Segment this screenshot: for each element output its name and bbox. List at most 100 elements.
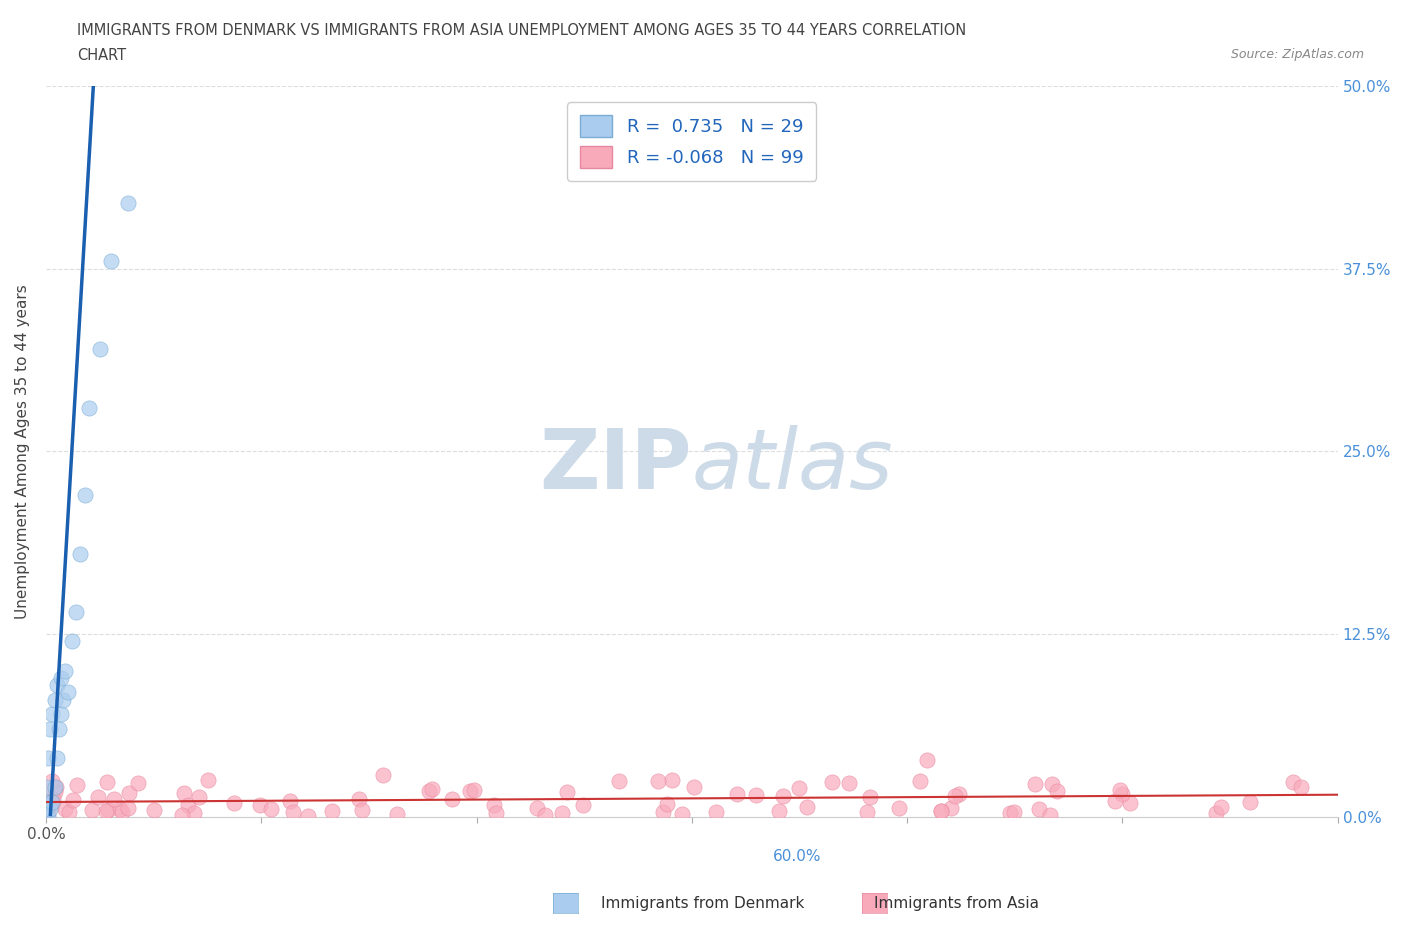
Point [441, 791, 464, 806]
Text: CHART: CHART [77, 48, 127, 63]
Point [555, 785, 578, 800]
Point [485, 805, 508, 820]
Point [80, 803, 103, 817]
Point [49, 707, 72, 722]
Point [39, 802, 62, 817]
Text: Source: ZipAtlas.com: Source: ZipAtlas.com [1230, 48, 1364, 61]
Point [117, 195, 139, 210]
Point [89, 341, 111, 356]
Point [458, 784, 481, 799]
Point [45, 678, 67, 693]
Point [42, 792, 65, 807]
Point [249, 797, 271, 812]
Point [41, 794, 63, 809]
Point [856, 804, 879, 819]
Point [745, 788, 768, 803]
Point [65, 604, 87, 619]
Point [526, 801, 548, 816]
Point [420, 781, 443, 796]
Point [86, 790, 108, 804]
Point [943, 789, 966, 804]
Point [418, 784, 440, 799]
Point [96, 804, 118, 818]
Y-axis label: Unemployment Among Ages 35 to 44 years: Unemployment Among Ages 35 to 44 years [15, 284, 30, 618]
Point [53, 663, 76, 678]
Point [1108, 783, 1130, 798]
Point [37, 794, 59, 809]
Point [35, 802, 58, 817]
Point [1039, 807, 1062, 822]
Point [117, 801, 139, 816]
Point [551, 805, 574, 820]
Point [41, 774, 63, 789]
Point [35, 794, 58, 809]
Point [1104, 793, 1126, 808]
Point [1282, 775, 1305, 790]
Point [37, 807, 59, 822]
Point [111, 804, 134, 819]
Point [889, 801, 911, 816]
Point [1239, 794, 1261, 809]
Point [929, 804, 952, 818]
Point [41, 794, 63, 809]
Point [1028, 801, 1050, 816]
Point [787, 781, 810, 796]
Point [1209, 800, 1232, 815]
Point [96, 775, 118, 790]
Point [948, 786, 970, 801]
Point [118, 786, 141, 801]
Point [35, 807, 58, 822]
Text: atlas: atlas [692, 425, 893, 507]
Legend: R =  0.735   N = 29, R = -0.068   N = 99: R = 0.735 N = 29, R = -0.068 N = 99 [567, 102, 817, 180]
Point [187, 790, 209, 804]
Point [772, 788, 794, 803]
Point [177, 798, 200, 813]
Point [41, 797, 63, 812]
Point [39, 796, 62, 811]
Point [183, 805, 205, 820]
Point [97, 803, 120, 817]
Point [39, 722, 62, 737]
Point [572, 798, 595, 813]
Point [66, 777, 89, 792]
Point [838, 776, 860, 790]
Point [796, 800, 818, 815]
Point [655, 796, 678, 811]
Point [821, 775, 844, 790]
Point [44, 692, 66, 707]
Point [60, 634, 83, 649]
Point [55, 802, 77, 817]
Text: 60.0%: 60.0% [772, 849, 821, 865]
Point [647, 773, 669, 788]
Point [671, 807, 693, 822]
Text: Immigrants from Asia: Immigrants from Asia [873, 897, 1039, 911]
Text: Immigrants from Denmark: Immigrants from Denmark [602, 897, 804, 911]
Point [1046, 784, 1069, 799]
Point [321, 804, 343, 818]
Point [1002, 804, 1025, 819]
Point [224, 796, 246, 811]
Text: ZIP: ZIP [540, 425, 692, 507]
Point [69, 546, 91, 561]
Point [45, 751, 67, 765]
Point [682, 779, 704, 794]
Point [704, 804, 727, 819]
Point [197, 773, 219, 788]
Point [347, 791, 370, 806]
Point [463, 782, 485, 797]
Point [352, 802, 374, 817]
Point [35, 780, 58, 795]
Point [44, 785, 66, 800]
Point [1289, 779, 1312, 794]
Point [1111, 787, 1133, 802]
Point [1119, 796, 1142, 811]
Point [373, 767, 395, 782]
Point [35, 802, 58, 817]
Point [49, 671, 72, 685]
Point [173, 786, 195, 801]
Point [768, 804, 790, 818]
Point [534, 807, 557, 822]
Point [915, 753, 938, 768]
Point [260, 802, 283, 817]
Point [170, 807, 193, 822]
